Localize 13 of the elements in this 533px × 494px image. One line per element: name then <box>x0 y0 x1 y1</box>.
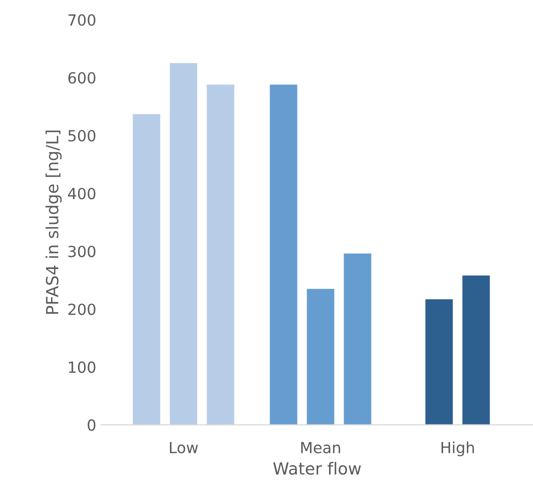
y-tick-label: 0 <box>88 419 96 431</box>
x-tick-label: Low <box>170 442 198 454</box>
y-tick-label: 100 <box>68 361 96 373</box>
y-tick-label: 700 <box>68 14 96 26</box>
y-axis-title: PFAS4 in sludge [ng/L] <box>46 130 62 314</box>
x-axis-title: Water flow <box>273 462 361 475</box>
y-tick-label: 600 <box>68 72 96 84</box>
x-tick-label: Mean <box>301 442 340 454</box>
y-tick-label: 200 <box>68 304 96 316</box>
y-tick-label: 400 <box>68 188 96 200</box>
y-tick-label: 300 <box>68 246 96 258</box>
y-tick-label: 500 <box>68 130 96 142</box>
x-tick-label: High <box>442 442 474 456</box>
